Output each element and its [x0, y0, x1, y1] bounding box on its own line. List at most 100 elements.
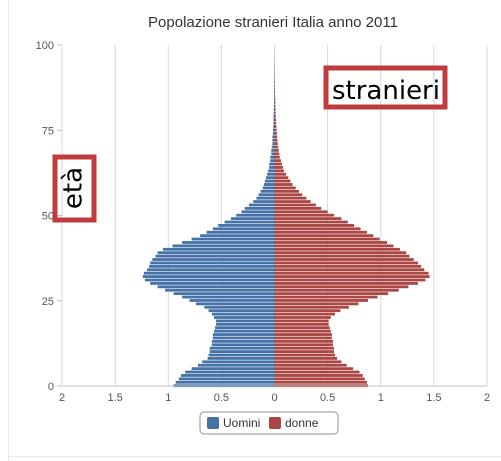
bar-uomini [270, 155, 275, 159]
bar-donne [274, 138, 278, 142]
bar-uomini [258, 193, 275, 197]
bar-donne [274, 271, 429, 275]
bar-donne [274, 111, 276, 115]
x-tick-label: 1.5 [107, 392, 122, 404]
bar-donne [274, 196, 307, 200]
bar-donne [274, 94, 276, 98]
bar-uomini [162, 247, 275, 251]
bar-uomini [178, 377, 275, 381]
grid-lines [61, 45, 488, 386]
bar-donne [274, 264, 422, 268]
bar-uomini [208, 309, 275, 313]
bar-donne [274, 166, 283, 169]
bar-donne [274, 172, 287, 176]
y-tick-label: 50 [42, 211, 54, 223]
bar-donne [274, 159, 281, 163]
bar-uomini [272, 142, 275, 145]
bar-donne [274, 299, 368, 302]
bar-uomini [273, 101, 275, 105]
bar-donne [274, 377, 365, 381]
bar-donne [274, 217, 342, 221]
bar-donne [274, 101, 276, 105]
bar-donne [274, 200, 311, 203]
bar-uomini [268, 169, 275, 173]
legend-item-uomini[interactable]: Uomini [207, 416, 260, 430]
bar-donne [274, 155, 280, 159]
bar-donne [274, 227, 361, 231]
bar-uomini [253, 200, 275, 203]
bar-donne [274, 114, 276, 118]
x-tick-label: 1.5 [426, 392, 441, 404]
bar-donne [274, 309, 341, 313]
legend[interactable]: Uomini donne [199, 411, 339, 435]
bar-uomini [198, 363, 275, 367]
bar-uomini [175, 380, 275, 384]
bar-uomini [152, 258, 275, 261]
legend-label-uomini: Uomini [223, 416, 260, 430]
bar-donne [274, 319, 329, 323]
bar-uomini [150, 281, 275, 285]
bar-donne [274, 370, 360, 374]
y-axis-ticks: 0 25 50 75 100 [36, 40, 62, 393]
bar-uomini [272, 128, 275, 132]
bar-uomini [211, 312, 275, 316]
legend-label-donne: donne [285, 416, 319, 430]
bar-donne [274, 189, 299, 193]
bars-group [142, 53, 430, 388]
bar-donne [274, 350, 334, 354]
bar-donne [274, 183, 293, 186]
bar-uomini [211, 339, 275, 343]
bar-uomini [149, 264, 275, 268]
bar-donne [274, 87, 276, 91]
bar-donne [274, 374, 363, 377]
y-tick-label: 25 [42, 296, 54, 308]
y-tick-label: 100 [36, 40, 54, 52]
bar-uomini [182, 241, 275, 244]
annotation-stranieri-text: stranieri [332, 76, 440, 106]
bar-uomini [273, 104, 275, 108]
bar-donne [274, 339, 333, 343]
bar-donne [274, 237, 380, 241]
legend-swatch-donne [269, 417, 281, 429]
chart-title: Popolazione stranieri Italia anno 2011 [148, 14, 398, 31]
bar-donne [274, 149, 279, 152]
bar-donne [274, 213, 334, 217]
bar-uomini [173, 292, 275, 296]
bar-donne [274, 363, 347, 367]
bar-uomini [182, 295, 275, 299]
annotation-eta: età [52, 154, 97, 223]
bar-uomini [216, 322, 275, 326]
bar-uomini [143, 271, 275, 275]
bar-uomini [165, 288, 275, 292]
bar-donne [274, 281, 418, 285]
bar-donne [274, 169, 285, 173]
bar-uomini [142, 275, 275, 278]
bar-donne [274, 380, 367, 384]
bar-uomini [273, 108, 275, 111]
bar-uomini [209, 350, 275, 354]
bar-donne [274, 91, 276, 94]
annotation-eta-text: età [59, 167, 89, 209]
bar-donne [274, 278, 426, 282]
bar-uomini [213, 316, 275, 319]
bar-donne [274, 353, 336, 357]
bar-donne [274, 367, 354, 371]
bar-donne [274, 241, 388, 244]
bar-uomini [271, 152, 275, 156]
bar-uomini [147, 268, 275, 272]
bar-donne [274, 131, 277, 135]
bar-uomini [215, 326, 275, 330]
bar-uomini [269, 162, 275, 166]
bar-donne [274, 145, 279, 149]
bar-donne [274, 275, 430, 278]
bar-donne [274, 244, 394, 248]
bar-uomini [263, 183, 275, 186]
x-tick-label: 0.5 [214, 392, 229, 404]
legend-item-donne[interactable]: donne [269, 416, 319, 430]
y-tick-label: 0 [48, 381, 54, 393]
x-axis-ticks: 2 1.5 1 0.5 0 0.5 1 1.5 2 [59, 392, 490, 404]
bar-uomini [273, 111, 275, 115]
bar-uomini [236, 213, 275, 217]
x-tick-label: 1 [378, 392, 384, 404]
bar-donne [274, 125, 277, 128]
